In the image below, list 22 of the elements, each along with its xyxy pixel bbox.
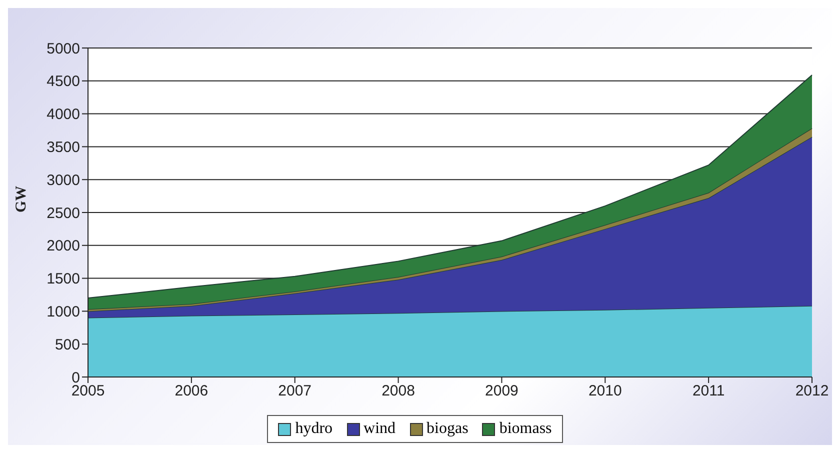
legend-label: biogas: [426, 420, 468, 438]
x-tick-label: 2009: [485, 382, 518, 400]
y-axis-title: GW: [13, 186, 30, 212]
y-tick-label: 2500: [46, 204, 80, 222]
y-tick-label: 4500: [46, 73, 80, 90]
y-tick-label: 5000: [46, 40, 80, 58]
y-tick-label: 1000: [46, 304, 80, 321]
y-tick-label: 500: [54, 336, 80, 354]
y-tick-label: 4000: [46, 106, 80, 124]
x-tick-label: 2010: [588, 382, 622, 400]
y-tick-label: 3500: [46, 139, 80, 156]
legend-label: hydro: [294, 420, 333, 438]
y-tick-label: 2000: [46, 238, 80, 255]
y-tick-label: 3000: [46, 172, 80, 189]
x-tick-label: 2007: [278, 382, 312, 400]
legend-label: biomass: [498, 420, 552, 438]
x-tick-label: 2008: [382, 382, 415, 400]
x-tick-label: 2011: [692, 382, 725, 400]
x-tick-label: 2006: [174, 382, 208, 400]
y-tick-label: 1500: [46, 270, 80, 288]
x-tick-label: 2012: [795, 382, 829, 400]
legend-label: wind: [362, 420, 396, 438]
